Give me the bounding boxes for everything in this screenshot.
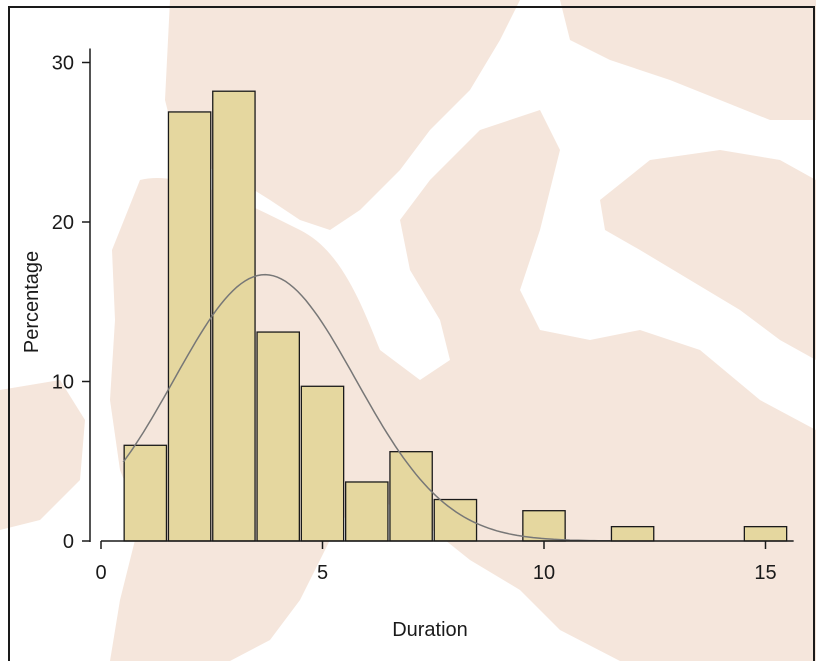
histogram-bars (123, 90, 788, 542)
x-axis-label: Duration (392, 619, 468, 641)
y-tick-label: 20 (52, 212, 74, 234)
y-axis-ticks: 0 10 20 30 (52, 53, 90, 553)
histogram-bar (522, 510, 566, 542)
histogram-bar (300, 385, 345, 542)
y-axis-label: Percentage (21, 251, 43, 353)
histogram-bar (256, 331, 300, 542)
background-shape (0, 380, 85, 530)
axes: 0 5 10 15 0 10 20 30 Duration Percentage (21, 48, 794, 641)
x-tick-label: 5 (317, 562, 328, 584)
histogram-bar (123, 444, 168, 542)
histogram-bar (212, 90, 256, 542)
x-tick-label: 15 (754, 562, 776, 584)
histogram-bar (610, 525, 655, 542)
x-tick-label: 0 (95, 562, 106, 584)
background-shape (560, 0, 816, 120)
x-tick-label: 10 (533, 562, 555, 584)
normal-density-curve (122, 273, 611, 542)
y-tick-label: 30 (52, 53, 74, 75)
histogram-bar (344, 481, 389, 542)
histogram-bar (743, 525, 788, 542)
x-axis-ticks: 0 5 10 15 (95, 541, 777, 584)
histogram-bar (389, 451, 433, 542)
background-shape (600, 150, 816, 360)
y-tick-label: 10 (52, 372, 74, 394)
y-tick-label: 0 (63, 531, 74, 553)
